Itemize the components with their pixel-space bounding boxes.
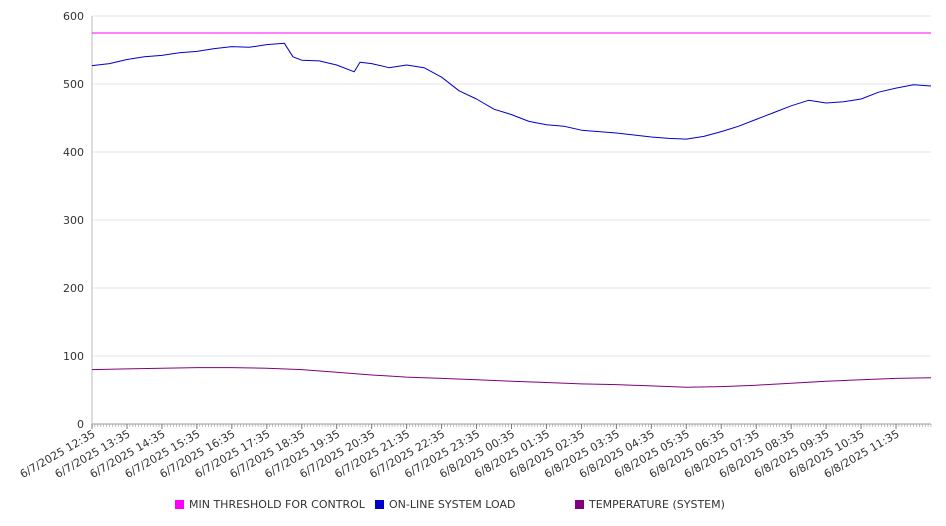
- y-axis: 0 100 200 300 400 500 600: [63, 10, 93, 431]
- legend: MIN THRESHOLD FOR CONTROL ON-LINE SYSTEM…: [0, 498, 946, 514]
- legend-swatch-temperature: [575, 500, 584, 509]
- gridlines: [92, 15, 931, 357]
- y-tick-label: 600: [63, 10, 84, 23]
- y-tick-label: 100: [63, 350, 84, 363]
- legend-swatch-min-threshold: [175, 500, 184, 509]
- legend-swatch-online-system-load: [375, 500, 384, 509]
- y-tick-label: 500: [63, 78, 84, 91]
- x-axis: 6/7/2025 12:356/7/2025 13:356/7/2025 14:…: [18, 423, 932, 481]
- series-line-2: [91, 367, 932, 388]
- series-line-1: [91, 42, 932, 140]
- legend-label-temperature: TEMPERATURE (SYSTEM): [589, 498, 725, 511]
- legend-item-online-system-load: ON-LINE SYSTEM LOAD: [375, 498, 515, 511]
- legend-item-min-threshold: MIN THRESHOLD FOR CONTROL: [175, 498, 365, 511]
- legend-item-temperature: TEMPERATURE (SYSTEM): [575, 498, 725, 511]
- series-lines: [91, 32, 932, 388]
- legend-label-online-system-load: ON-LINE SYSTEM LOAD: [389, 498, 516, 511]
- y-tick-label: 400: [63, 146, 84, 159]
- y-tick-label: 300: [63, 214, 84, 227]
- legend-label-min-threshold: MIN THRESHOLD FOR CONTROL: [189, 498, 365, 511]
- y-tick-label: 0: [77, 418, 84, 431]
- y-tick-label: 200: [63, 282, 84, 295]
